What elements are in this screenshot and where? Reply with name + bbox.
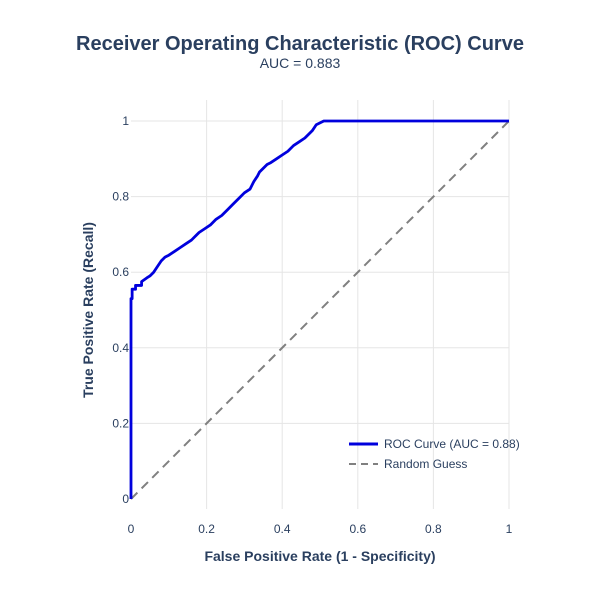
legend-label-roc-curve: ROC Curve (AUC = 0.88) [384,437,520,451]
chart-subtitle: AUC = 0.883 [260,55,341,71]
roc-curve-line [129,119,509,499]
y-tick-label: 0.2 [112,416,129,430]
x-tick-label: 1 [506,522,513,536]
legend-label-random-guess: Random Guess [384,457,467,471]
x-tick-label: 0.6 [349,522,366,536]
chart-title: Receiver Operating Characteristic (ROC) … [76,33,524,55]
x-tick-label: 0.2 [198,522,215,536]
x-axis-title: False Positive Rate (1 - Specificity) [204,548,435,564]
x-tick-label: 0.8 [425,522,442,536]
y-tick-label: 0.8 [112,190,129,204]
x-tick-label: 0.4 [274,522,291,536]
axis-tick-labels: 0 0.2 0.4 0.6 0.8 1 0 0.2 0.4 0.6 0.8 1 [112,114,512,536]
y-tick-label: 0.4 [112,341,129,355]
series-lines [129,119,510,500]
legend: ROC Curve (AUC = 0.88) Random Guess [349,437,520,471]
y-axis-title: True Positive Rate (Recall) [80,222,96,398]
y-tick-label: 0 [122,492,129,506]
x-tick-label: 0 [128,522,135,536]
y-tick-label: 1 [122,114,129,128]
y-tick-label: 0.6 [112,265,129,279]
